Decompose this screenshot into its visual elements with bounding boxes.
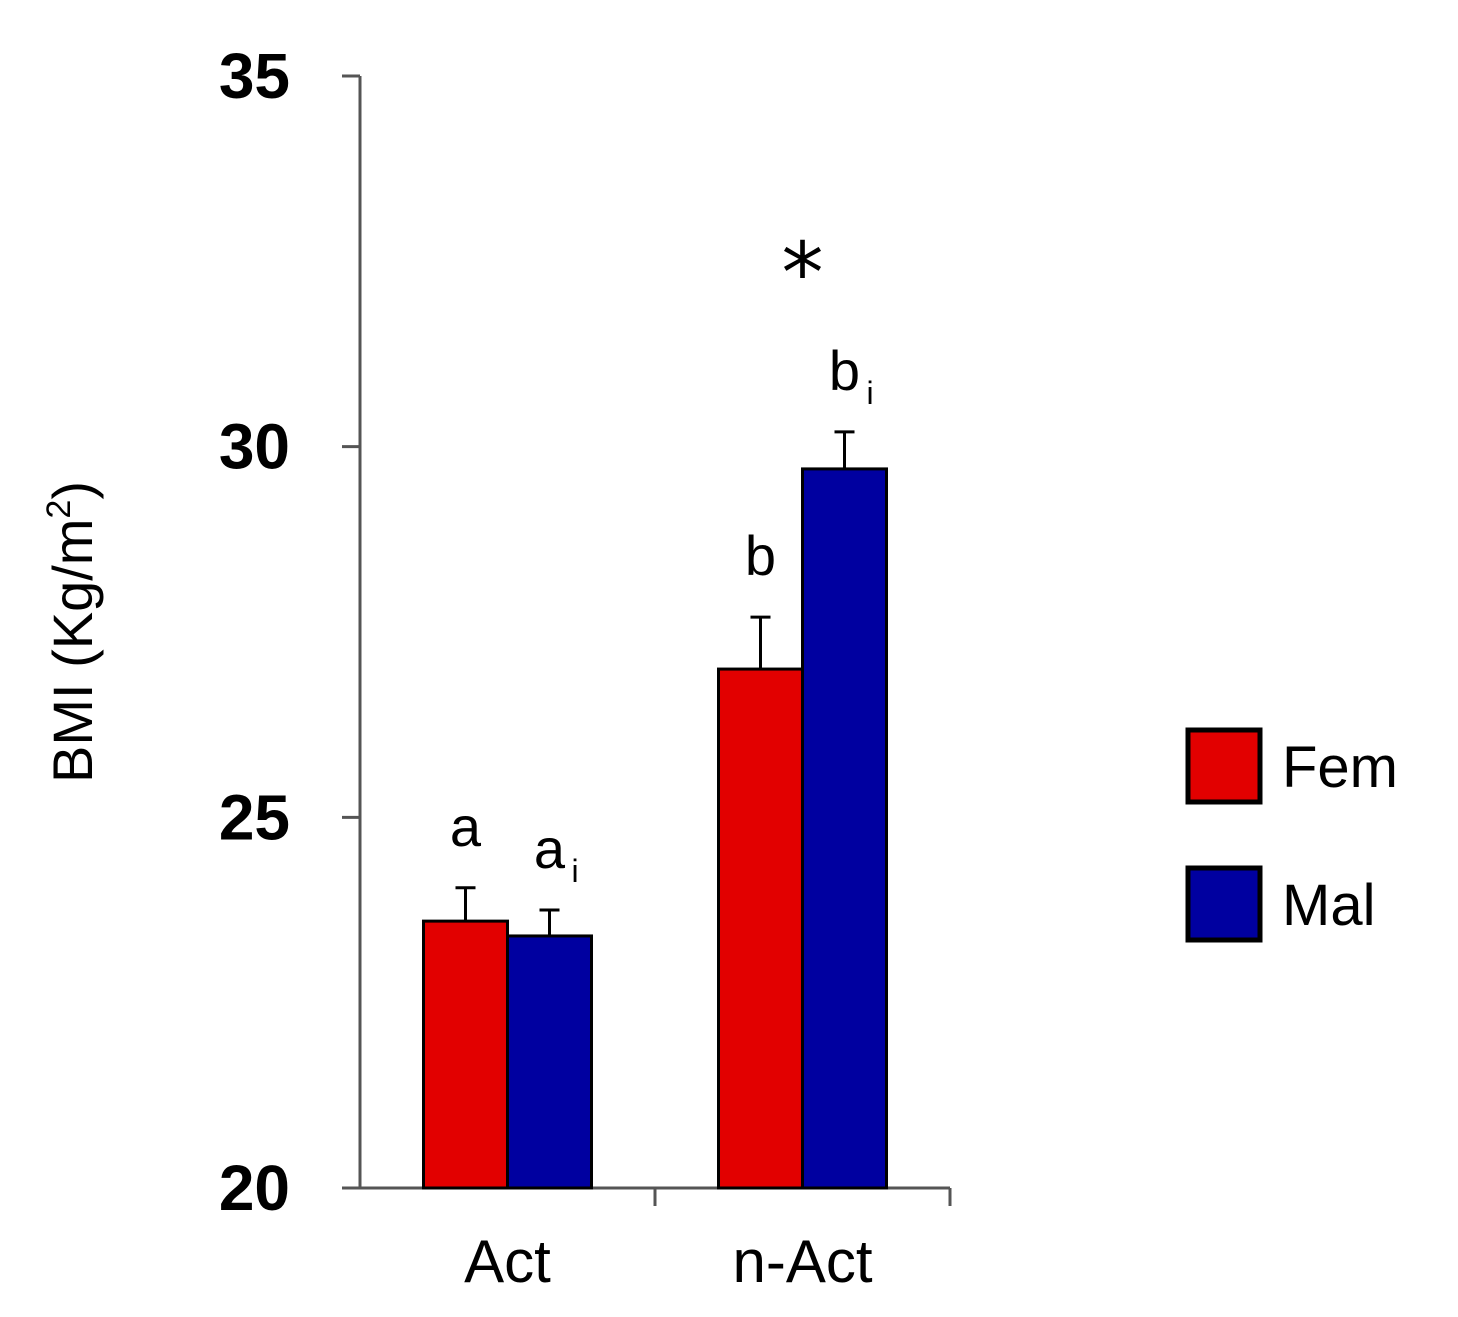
y-axis-title: BMI (Kg/m2) xyxy=(40,481,104,783)
annotation-sub-n-Act-Mal: i xyxy=(867,375,874,411)
annotation-n-Act-Mal: b xyxy=(829,339,860,402)
legend-swatch-Mal xyxy=(1185,865,1263,943)
annotation-Act-Mal: a xyxy=(534,817,566,880)
annotation-Act-Fem: a xyxy=(450,795,482,858)
legend-swatch-Fem xyxy=(1185,727,1263,805)
legend-label-Fem: Fem xyxy=(1282,735,1398,800)
legend-label-Mal: Mal xyxy=(1282,873,1375,938)
y-axis-title-close: ) xyxy=(41,481,104,500)
y-tick-label-20: 20 xyxy=(219,1152,290,1224)
significance-star: * xyxy=(782,224,824,322)
y-tick-label-30: 30 xyxy=(219,411,290,483)
x-category-label-Act: Act xyxy=(464,1228,551,1295)
x-category-label-n-Act: n-Act xyxy=(732,1228,872,1295)
y-axis-title-main: BMI (Kg/m xyxy=(41,519,104,783)
y-tick-label-25: 25 xyxy=(219,781,290,853)
annotation-n-Act-Fem: b xyxy=(745,524,776,587)
bar-Act-Fem xyxy=(422,919,509,1190)
bar-n-Act-Mal xyxy=(801,467,888,1190)
y-tick-label-35: 35 xyxy=(219,40,290,112)
bar-n-Act-Fem xyxy=(717,667,804,1190)
y-axis-title-superscript: 2 xyxy=(40,500,78,519)
annotation-sub-Act-Mal: i xyxy=(572,853,579,889)
bar-Act-Mal xyxy=(506,934,593,1190)
